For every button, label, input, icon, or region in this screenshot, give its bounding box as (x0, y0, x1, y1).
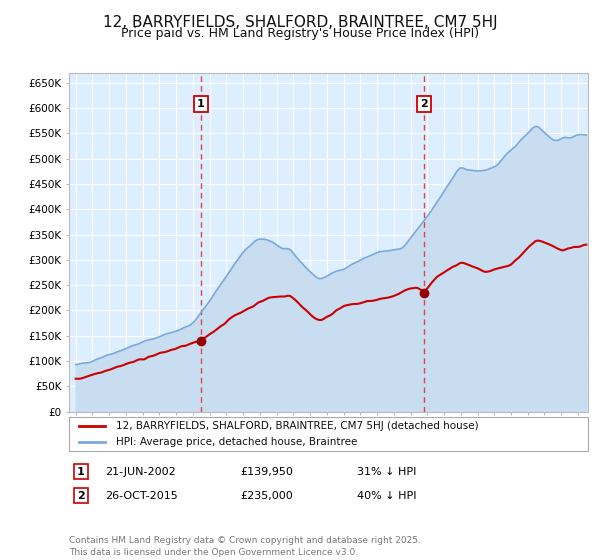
Text: 26-OCT-2015: 26-OCT-2015 (105, 491, 178, 501)
Text: HPI: Average price, detached house, Braintree: HPI: Average price, detached house, Brai… (116, 437, 357, 447)
Text: 31% ↓ HPI: 31% ↓ HPI (357, 466, 416, 477)
Text: 21-JUN-2002: 21-JUN-2002 (105, 466, 176, 477)
Text: 2: 2 (421, 99, 428, 109)
Text: 12, BARRYFIELDS, SHALFORD, BRAINTREE, CM7 5HJ: 12, BARRYFIELDS, SHALFORD, BRAINTREE, CM… (103, 15, 497, 30)
Text: 12, BARRYFIELDS, SHALFORD, BRAINTREE, CM7 5HJ (detached house): 12, BARRYFIELDS, SHALFORD, BRAINTREE, CM… (116, 421, 478, 431)
Text: 40% ↓ HPI: 40% ↓ HPI (357, 491, 416, 501)
Text: £235,000: £235,000 (240, 491, 293, 501)
Text: Price paid vs. HM Land Registry's House Price Index (HPI): Price paid vs. HM Land Registry's House … (121, 27, 479, 40)
Text: 1: 1 (197, 99, 205, 109)
Text: 2: 2 (77, 491, 85, 501)
Text: Contains HM Land Registry data © Crown copyright and database right 2025.
This d: Contains HM Land Registry data © Crown c… (69, 536, 421, 557)
Text: £139,950: £139,950 (240, 466, 293, 477)
Text: 1: 1 (77, 466, 85, 477)
FancyBboxPatch shape (69, 417, 588, 451)
